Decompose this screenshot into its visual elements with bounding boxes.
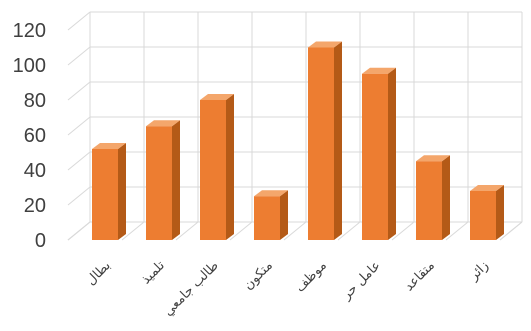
bar (92, 143, 126, 240)
y-tick-label: 0 (35, 230, 46, 252)
bar-side (280, 190, 288, 240)
bar (146, 120, 180, 240)
bar-top (146, 120, 180, 127)
y-tick-label: 20 (24, 195, 46, 217)
bars (92, 41, 504, 240)
gridline-diagonal (67, 186, 91, 206)
floor-gridline (175, 221, 199, 241)
y-tick-label: 80 (24, 90, 46, 112)
floor-gridline (283, 221, 307, 241)
floor-gridline (445, 221, 469, 241)
bar-side (118, 143, 126, 240)
bar-side (226, 94, 234, 240)
bar (416, 155, 450, 240)
bar-side (442, 155, 450, 240)
y-axis-tick-labels: 0 20 40 60 80 100 120 (13, 20, 46, 252)
gridline-diagonal (67, 116, 91, 136)
bar (470, 185, 504, 240)
gridlines (67, 11, 523, 241)
bar-side (172, 120, 180, 240)
y-tick-label: 120 (13, 20, 46, 42)
bar-top (362, 67, 396, 74)
floor-gridline (121, 221, 145, 241)
x-tick-label: عامل حر (339, 258, 384, 303)
bar (308, 41, 342, 240)
y-tick-label: 100 (13, 55, 46, 77)
bar-front (416, 161, 442, 240)
bar-front (308, 47, 334, 240)
bar-top (308, 41, 342, 48)
bar (200, 94, 234, 240)
bar-front (362, 73, 388, 240)
bar-top (416, 155, 450, 162)
floor-gridline (499, 221, 523, 241)
x-tick-label: زائر (466, 258, 492, 284)
bar-front (92, 149, 118, 240)
floor-gridline (391, 221, 415, 241)
x-tick-label: موظف (293, 258, 330, 295)
bar (254, 190, 288, 240)
x-tick-label: تلميذ (139, 258, 168, 287)
bar-top (470, 185, 504, 191)
bar-top (200, 94, 234, 100)
x-tick-label: بطال (84, 258, 114, 288)
bar-top (254, 190, 288, 197)
bar-top (92, 143, 126, 149)
bar-front (470, 191, 496, 240)
bar-side (496, 185, 504, 240)
gridline-diagonal (67, 81, 91, 101)
gridline-diagonal (67, 46, 91, 66)
bar-front (254, 196, 280, 240)
floor-gridline (67, 221, 91, 241)
floor-gridline (337, 221, 361, 241)
gridline-diagonal (67, 151, 91, 171)
gridline-diagonal (67, 11, 91, 31)
y-tick-label: 60 (24, 125, 46, 147)
x-tick-label: طالب جامعي (161, 258, 222, 319)
x-tick-label: متكون (241, 258, 276, 293)
bar-front (200, 100, 226, 240)
bar-front (146, 126, 172, 240)
x-tick-label: متقاعد (402, 258, 438, 294)
bar (362, 67, 396, 240)
bar-side (388, 67, 396, 240)
floor-gridline (229, 221, 253, 241)
y-tick-label: 40 (24, 160, 46, 182)
bar-side (334, 41, 342, 240)
